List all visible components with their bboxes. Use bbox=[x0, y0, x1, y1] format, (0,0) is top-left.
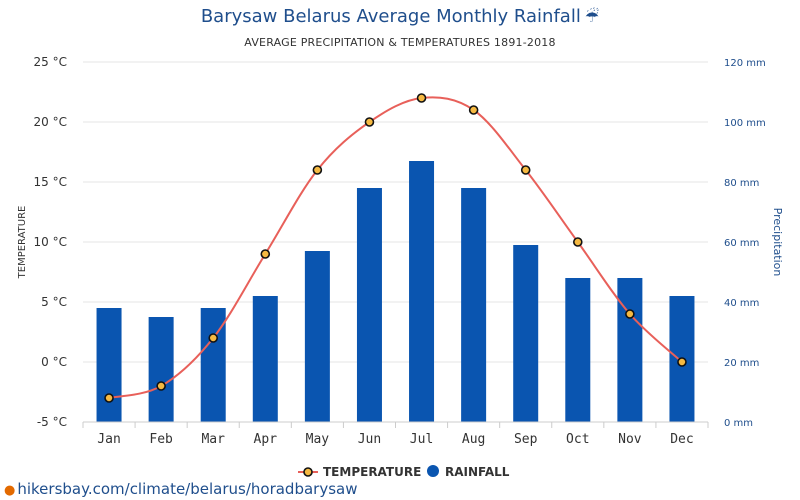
left-tick-label: 15 °C bbox=[34, 175, 67, 189]
temperature-point bbox=[208, 333, 219, 343]
right-tick-label: 0 mm bbox=[724, 418, 753, 429]
temperature-line bbox=[108, 96, 683, 399]
temperature-point bbox=[156, 381, 166, 391]
left-tick-label: -5 °C bbox=[37, 415, 67, 429]
temperature-point bbox=[677, 357, 687, 367]
location-pin-icon: ● bbox=[4, 483, 16, 498]
left-tick-label: 10 °C bbox=[34, 235, 67, 249]
x-tick-label: Oct bbox=[566, 432, 589, 447]
temperature-point bbox=[468, 105, 479, 115]
x-tick-label: Sep bbox=[514, 432, 538, 447]
chart-title-text: Barysaw Belarus Average Monthly Rainfall bbox=[200, 6, 581, 27]
temperature-point bbox=[260, 249, 271, 259]
rainfall-bar bbox=[252, 296, 278, 422]
rainfall-bar bbox=[513, 245, 539, 422]
source-url[interactable]: hikersbay.com/climate/belarus/horadbarys… bbox=[17, 480, 358, 498]
rainfall-bar bbox=[461, 188, 487, 422]
right-tick-label: 60 mm bbox=[724, 238, 759, 249]
rainfall-bar bbox=[304, 251, 330, 422]
x-tick-label: Jul bbox=[410, 432, 433, 447]
x-tick-label: Dec bbox=[670, 432, 693, 447]
legend-temperature-label: TEMPERATURE bbox=[323, 465, 421, 479]
temperature-point bbox=[364, 117, 375, 127]
chart-subtitle: AVERAGE PRECIPITATION & TEMPERATURES 189… bbox=[244, 36, 556, 49]
right-axis-title: Precipitation bbox=[771, 208, 784, 277]
left-tick-label: 0 °C bbox=[41, 355, 67, 369]
left-axis-title: TEMPERATURE bbox=[17, 206, 28, 280]
legend-rainfall-label: RAINFALL bbox=[445, 465, 510, 479]
rainfall-bar bbox=[565, 278, 591, 422]
temperature-point bbox=[312, 165, 323, 175]
temperature-point bbox=[625, 309, 635, 319]
left-tick-label: 20 °C bbox=[34, 115, 67, 129]
rainfall-bar bbox=[148, 317, 174, 422]
x-tick-label: Apr bbox=[254, 432, 278, 447]
x-tick-label: Feb bbox=[149, 432, 173, 447]
temperature-point bbox=[520, 165, 531, 175]
x-tick-label: Mar bbox=[201, 432, 225, 447]
left-tick-label: 5 °C bbox=[41, 295, 67, 309]
x-tick-label: Jun bbox=[358, 432, 381, 447]
x-tick-label: Nov bbox=[618, 432, 642, 447]
rainfall-bar bbox=[409, 161, 435, 422]
umbrella-rain-icon: ☔ bbox=[584, 7, 600, 26]
right-tick-label: 20 mm bbox=[724, 358, 759, 369]
chart-title: Barysaw Belarus Average Monthly Rainfall… bbox=[0, 6, 800, 27]
x-tick-label: Jan bbox=[97, 432, 120, 447]
legend-temperature-marker bbox=[303, 467, 313, 477]
right-tick-label: 120 mm bbox=[724, 58, 766, 69]
temperature-point bbox=[104, 393, 114, 403]
source-link[interactable]: ● hikersbay.com/climate/belarus/horadbary… bbox=[4, 480, 358, 498]
rainfall-bar bbox=[356, 188, 382, 422]
right-tick-label: 100 mm bbox=[724, 118, 766, 129]
rainfall-bar bbox=[617, 278, 643, 422]
x-tick-label: Aug bbox=[462, 432, 485, 447]
right-tick-label: 40 mm bbox=[724, 298, 759, 309]
right-tick-label: 80 mm bbox=[724, 178, 759, 189]
temperature-point bbox=[572, 237, 583, 247]
left-tick-label: 25 °C bbox=[34, 55, 67, 69]
temperature-point bbox=[416, 93, 427, 103]
legend-rainfall-marker bbox=[427, 465, 439, 477]
rainfall-bar bbox=[96, 308, 122, 422]
x-tick-label: May bbox=[306, 432, 330, 447]
